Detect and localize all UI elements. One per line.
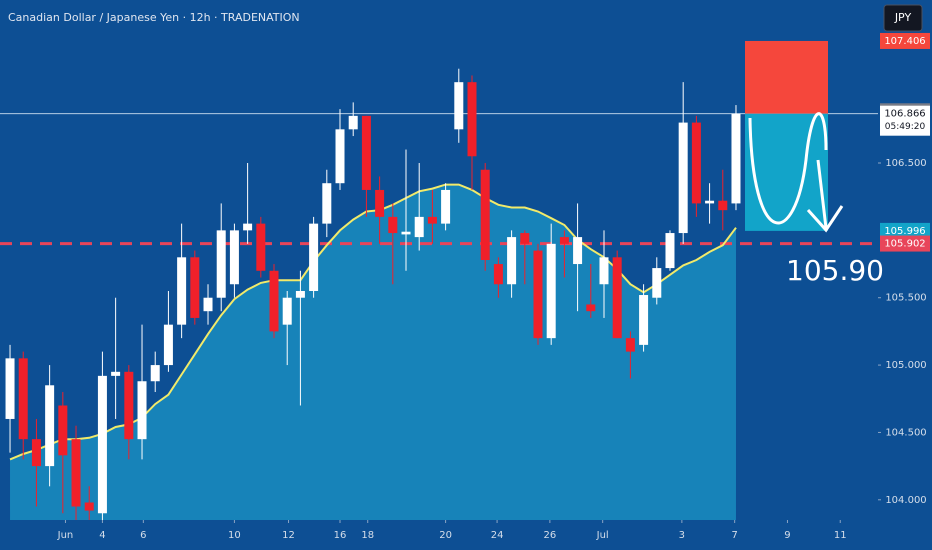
candle-body bbox=[295, 290, 305, 298]
candle-body bbox=[454, 82, 464, 130]
candle-body bbox=[731, 113, 741, 204]
x-tick-label: 12 bbox=[282, 530, 295, 541]
x-tick-label: 6 bbox=[140, 530, 146, 541]
x-tick-label: Jul bbox=[596, 530, 609, 541]
candle-body bbox=[71, 439, 81, 507]
candle-body bbox=[31, 439, 41, 467]
stop-zone bbox=[745, 40, 828, 114]
x-tick-label: 3 bbox=[679, 530, 685, 541]
candle-body bbox=[467, 82, 477, 157]
candle-body bbox=[533, 250, 543, 339]
candle-body bbox=[361, 115, 371, 190]
candle-body bbox=[705, 200, 715, 204]
candle-body bbox=[573, 237, 583, 265]
level-tag: 105.902 bbox=[884, 239, 925, 250]
level-tag-bg bbox=[880, 235, 930, 252]
candle-body bbox=[203, 297, 213, 312]
candle-body bbox=[282, 297, 292, 325]
candle-body bbox=[18, 358, 28, 440]
y-tick-label: 105.500 bbox=[885, 293, 926, 304]
candle-body bbox=[599, 257, 609, 285]
candle-body bbox=[639, 295, 649, 345]
candle-body bbox=[665, 233, 675, 269]
y-tick-label: 104.500 bbox=[885, 427, 926, 438]
y-tick-label: 104.000 bbox=[885, 495, 926, 506]
plot bbox=[0, 40, 878, 520]
x-tick-label: 24 bbox=[491, 530, 504, 541]
candle-body bbox=[177, 257, 187, 325]
x-tick-label: 7 bbox=[731, 530, 737, 541]
candle-body bbox=[401, 231, 411, 235]
y-tick-label: 105.000 bbox=[885, 360, 926, 371]
candle-body bbox=[335, 129, 345, 184]
candle-body bbox=[718, 200, 728, 211]
candle-body bbox=[625, 338, 635, 352]
candle-body bbox=[58, 405, 68, 456]
candle-body bbox=[427, 216, 437, 224]
x-tick-label: 16 bbox=[334, 530, 347, 541]
candle-body bbox=[441, 189, 451, 224]
x-tick-label: 26 bbox=[544, 530, 557, 541]
x-tick-label: 11 bbox=[834, 530, 847, 541]
candle-body bbox=[5, 358, 15, 419]
candle-body bbox=[124, 371, 134, 440]
candle-body bbox=[388, 216, 398, 234]
candle-body bbox=[45, 385, 55, 467]
y-tick-label: 106.500 bbox=[885, 158, 926, 169]
target-tag-bg bbox=[880, 222, 930, 239]
drawing-curve bbox=[748, 112, 828, 225]
candle-body bbox=[243, 223, 253, 231]
candle-body bbox=[216, 230, 226, 298]
candle-body bbox=[507, 237, 517, 285]
candle-body bbox=[652, 268, 662, 298]
x-tick-label: 18 bbox=[361, 530, 374, 541]
stop-tag: 107.406 bbox=[884, 36, 925, 47]
target-zone bbox=[745, 113, 828, 231]
candle-body bbox=[322, 183, 332, 224]
currency-label: JPY bbox=[894, 11, 912, 24]
candle-body bbox=[309, 223, 319, 291]
candle-body bbox=[546, 243, 556, 339]
candle-body bbox=[269, 270, 279, 332]
candle-body bbox=[229, 230, 239, 285]
x-tick-label: 9 bbox=[784, 530, 790, 541]
candle-body bbox=[84, 502, 94, 511]
candle-body bbox=[678, 122, 688, 234]
candle-body bbox=[375, 189, 385, 217]
candle-body bbox=[586, 304, 596, 312]
candle-body bbox=[559, 237, 569, 244]
price-tag: 106.866 bbox=[884, 109, 925, 120]
level-text: 105.90 bbox=[786, 254, 884, 287]
x-tick-label: 20 bbox=[439, 530, 452, 541]
countdown: 05:49:20 bbox=[885, 122, 926, 132]
chart-title: Canadian Dollar / Japanese Yen · 12h · T… bbox=[8, 11, 300, 24]
candle-body bbox=[150, 365, 160, 382]
candle-body bbox=[493, 264, 503, 285]
price-tag-bg bbox=[880, 105, 930, 136]
candle-body bbox=[137, 381, 147, 440]
candle-body bbox=[348, 115, 358, 130]
drawing-arrow bbox=[806, 159, 844, 233]
stop-tag-bg bbox=[880, 32, 930, 49]
x-tick-label: 10 bbox=[228, 530, 241, 541]
x-tick-label: 4 bbox=[99, 530, 105, 541]
candle-body bbox=[612, 257, 622, 339]
candle-body bbox=[97, 375, 107, 514]
candle-body bbox=[691, 122, 701, 204]
candle-body bbox=[190, 257, 200, 318]
target-tag: 105.996 bbox=[884, 226, 925, 237]
candle-body bbox=[520, 233, 530, 244]
candle-body bbox=[163, 324, 173, 366]
candle-body bbox=[480, 169, 490, 260]
candle-body bbox=[111, 371, 121, 376]
currency-button[interactable] bbox=[883, 4, 923, 32]
x-tick-label: Jun bbox=[57, 530, 74, 541]
candle-body bbox=[256, 223, 266, 271]
candle-body bbox=[414, 216, 424, 238]
